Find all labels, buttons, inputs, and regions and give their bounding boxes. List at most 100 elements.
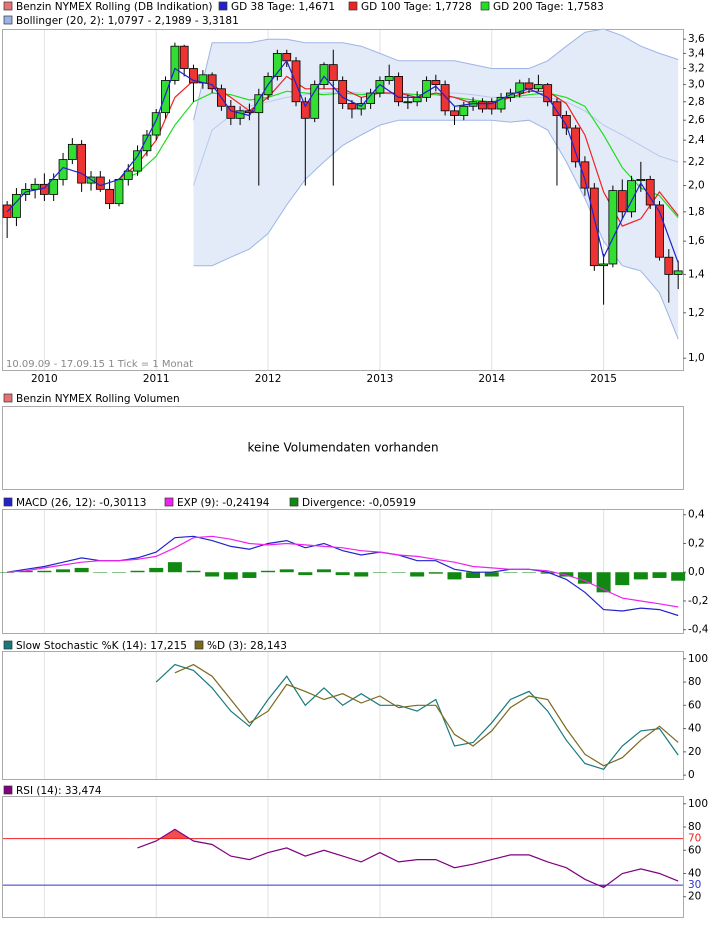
- divergence-bar: [261, 570, 276, 573]
- legend-label: EXP (9): -0,24194: [177, 497, 270, 509]
- legend-label: Benzin NYMEX Rolling (DB Indikation): [16, 1, 213, 13]
- indicator-line: [155, 663, 679, 770]
- divergence-bar: [149, 567, 164, 573]
- candle-body: [58, 159, 68, 180]
- divergence-bar: [540, 572, 555, 574]
- y-tick-label: 40: [688, 867, 701, 879]
- panel-frame: [2, 509, 684, 634]
- candle-body: [244, 110, 254, 114]
- y-tick-label: 2,4: [688, 134, 705, 146]
- candle-body: [524, 82, 534, 90]
- indicator-line: [174, 663, 679, 767]
- candle-body: [403, 101, 413, 104]
- y-tick-label: 0,2: [688, 537, 705, 549]
- candle-body: [282, 53, 292, 62]
- legend-swatch: [164, 497, 174, 507]
- candle-body: [49, 179, 59, 195]
- legend-swatch: [3, 785, 13, 795]
- divergence-bar: [372, 572, 387, 573]
- candle-body: [77, 143, 87, 184]
- legend-label: GD 38 Tage: 1,4671: [231, 1, 335, 13]
- divergence-bar: [484, 572, 499, 577]
- legend-label: Benzin NYMEX Rolling Volumen: [16, 393, 180, 405]
- divergence-bar: [428, 572, 443, 574]
- candle-body: [552, 101, 562, 116]
- candle-body: [384, 76, 394, 81]
- divergence-bar: [559, 572, 574, 577]
- moving-average: [6, 59, 679, 264]
- divergence-bar: [577, 572, 592, 584]
- candle-body: [133, 150, 142, 172]
- y-tick-label: 1,8: [688, 206, 705, 218]
- candle-body: [366, 92, 376, 104]
- candle-body: [394, 76, 403, 103]
- candle-body: [123, 170, 133, 180]
- x-tick-label: 2010: [31, 373, 58, 385]
- candle-body: [226, 105, 236, 119]
- y-tick-label: 80: [688, 676, 701, 688]
- candle-body: [515, 82, 525, 94]
- legend-swatch: [348, 1, 358, 11]
- divergence-bar: [671, 572, 686, 581]
- candle-body: [170, 45, 180, 81]
- legend-label: RSI (14): 33,474: [16, 785, 102, 797]
- candle-body: [478, 101, 487, 110]
- divergence-bar: [521, 572, 536, 573]
- y-tick-label: 2,2: [688, 156, 705, 168]
- legend-swatch: [3, 15, 13, 25]
- candle-body: [608, 190, 618, 265]
- candle-body: [496, 96, 506, 110]
- divergence-bar: [447, 572, 462, 580]
- panel-frame: [2, 796, 684, 918]
- candle-body: [161, 80, 170, 114]
- panel-frame: [2, 651, 684, 780]
- legend-swatch: [3, 393, 13, 403]
- x-tick-label: 2013: [367, 373, 394, 385]
- divergence-bar: [391, 572, 406, 573]
- y-tick-label: 0: [688, 769, 695, 781]
- y-tick-label: 80: [688, 821, 701, 833]
- divergence-bar: [167, 562, 182, 573]
- rsi-zone-fill: [159, 829, 190, 839]
- candle-body: [319, 64, 329, 85]
- candle-body: [599, 263, 608, 267]
- y-tick-label: 100: [688, 653, 708, 665]
- divergence-bar: [74, 567, 89, 573]
- y-tick-label: -0,4: [688, 624, 709, 636]
- y-tick-label: 100: [688, 798, 708, 810]
- divergence-bar: [130, 570, 145, 573]
- y-tick-label: 20: [688, 891, 701, 903]
- candle-body: [431, 80, 441, 85]
- divergence-bar: [223, 572, 238, 580]
- candle-body: [533, 84, 543, 90]
- divergence-bar: [56, 569, 71, 573]
- candle-body: [151, 112, 161, 136]
- no-data-message: keine Volumendaten vorhanden: [247, 441, 438, 455]
- candle-body: [300, 101, 310, 119]
- legend-swatch: [3, 1, 13, 11]
- divergence-bar: [18, 570, 33, 573]
- candle-body: [487, 101, 497, 110]
- y-tick-label: 0,0: [688, 566, 705, 578]
- candle-body: [636, 179, 646, 182]
- y-tick-label: 1,2: [688, 307, 705, 319]
- divergence-bar: [186, 570, 201, 573]
- legend-swatch: [480, 1, 490, 11]
- candle-body: [580, 161, 590, 189]
- indicator-line: [7, 535, 679, 608]
- y-tick-label: 3,4: [688, 47, 705, 59]
- legend-swatch: [3, 640, 13, 650]
- candle-body: [440, 84, 450, 112]
- x-tick-label: 2012: [255, 373, 282, 385]
- panel-frame: [2, 406, 684, 490]
- legend-swatch: [194, 640, 204, 650]
- legend-label: Slow Stochastic %K (14): 17,215: [16, 640, 187, 652]
- candle-body: [422, 80, 431, 98]
- y-tick-label: 1,0: [688, 352, 705, 364]
- candle-body: [30, 183, 40, 190]
- candle-body: [254, 94, 264, 114]
- divergence-bar: [354, 572, 369, 577]
- candle-body: [673, 270, 683, 275]
- legend-swatch: [218, 1, 228, 11]
